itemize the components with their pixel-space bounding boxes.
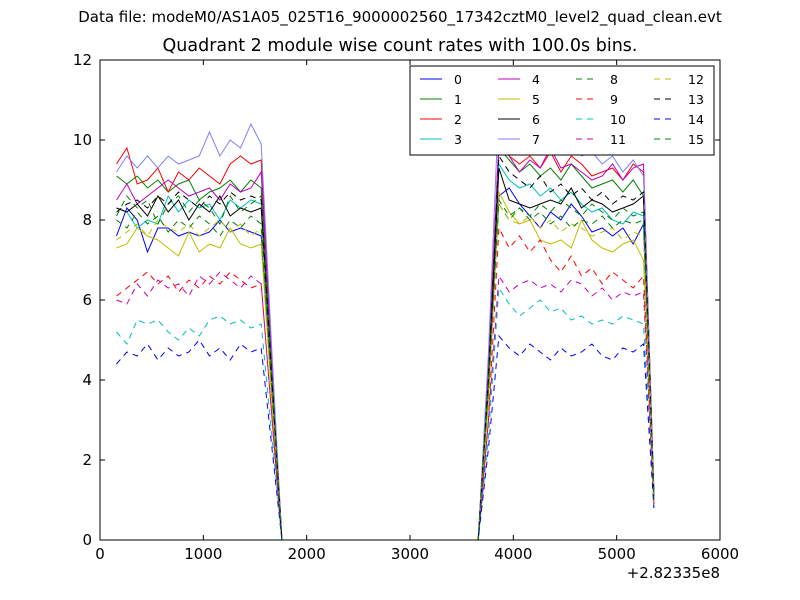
y-tick-label: 12 <box>73 51 92 69</box>
legend-label-8: 8 <box>610 72 618 87</box>
legend-label-14: 14 <box>688 112 704 127</box>
series-line-3 <box>116 162 655 541</box>
y-tick-label: 4 <box>82 371 92 389</box>
chart-title: Quadrant 2 module wise count rates with … <box>162 36 638 56</box>
series-layer <box>116 99 655 541</box>
y-tick-label: 6 <box>82 291 92 309</box>
legend-label-9: 9 <box>610 92 618 107</box>
x-tick-label: 0 <box>95 545 105 563</box>
legend-label-2: 2 <box>454 112 462 127</box>
series-line-14 <box>116 334 655 541</box>
x-tick-label: 3000 <box>391 545 429 563</box>
x-tick-label: 4000 <box>494 545 532 563</box>
figure-suptitle: Data file: modeM0/AS1A05_025T16_90000025… <box>78 8 722 26</box>
legend-label-4: 4 <box>532 72 540 87</box>
series-line-4 <box>116 138 655 541</box>
legend-label-15: 15 <box>688 132 704 147</box>
series-line-10 <box>116 286 655 541</box>
legend-label-6: 6 <box>532 112 540 127</box>
legend-label-5: 5 <box>532 92 540 107</box>
legend-label-11: 11 <box>610 132 626 147</box>
series-line-13 <box>116 154 655 541</box>
y-tick-label: 2 <box>82 451 92 469</box>
x-tick-label: 1000 <box>184 545 222 563</box>
legend-label-7: 7 <box>532 132 540 147</box>
series-line-15 <box>116 198 655 541</box>
x-tick-label: 2000 <box>288 545 326 563</box>
x-tick-label: 6000 <box>701 545 739 563</box>
series-line-9 <box>116 226 655 541</box>
legend-label-1: 1 <box>454 92 462 107</box>
y-tick-label: 10 <box>73 131 92 149</box>
legend-label-10: 10 <box>610 112 626 127</box>
legend-label-3: 3 <box>454 132 462 147</box>
legend-label-0: 0 <box>454 72 462 87</box>
legend-label-12: 12 <box>688 72 704 87</box>
series-line-6 <box>116 167 655 541</box>
legend-frame <box>409 65 715 156</box>
legend-label-13: 13 <box>688 92 704 107</box>
series-line-12 <box>116 202 655 541</box>
series-line-0 <box>116 187 655 541</box>
axis-layer: 0 1000 2000 3000 4000 5000 6000024681012+2.823… <box>73 51 739 582</box>
y-tick-label: 0 <box>82 531 92 549</box>
y-tick-label: 8 <box>82 211 92 229</box>
series-line-11 <box>116 271 655 541</box>
series-line-5 <box>116 190 655 541</box>
x-offset-label: +2.82335e8 <box>627 564 720 582</box>
x-tick-label: 5000 <box>598 545 636 563</box>
